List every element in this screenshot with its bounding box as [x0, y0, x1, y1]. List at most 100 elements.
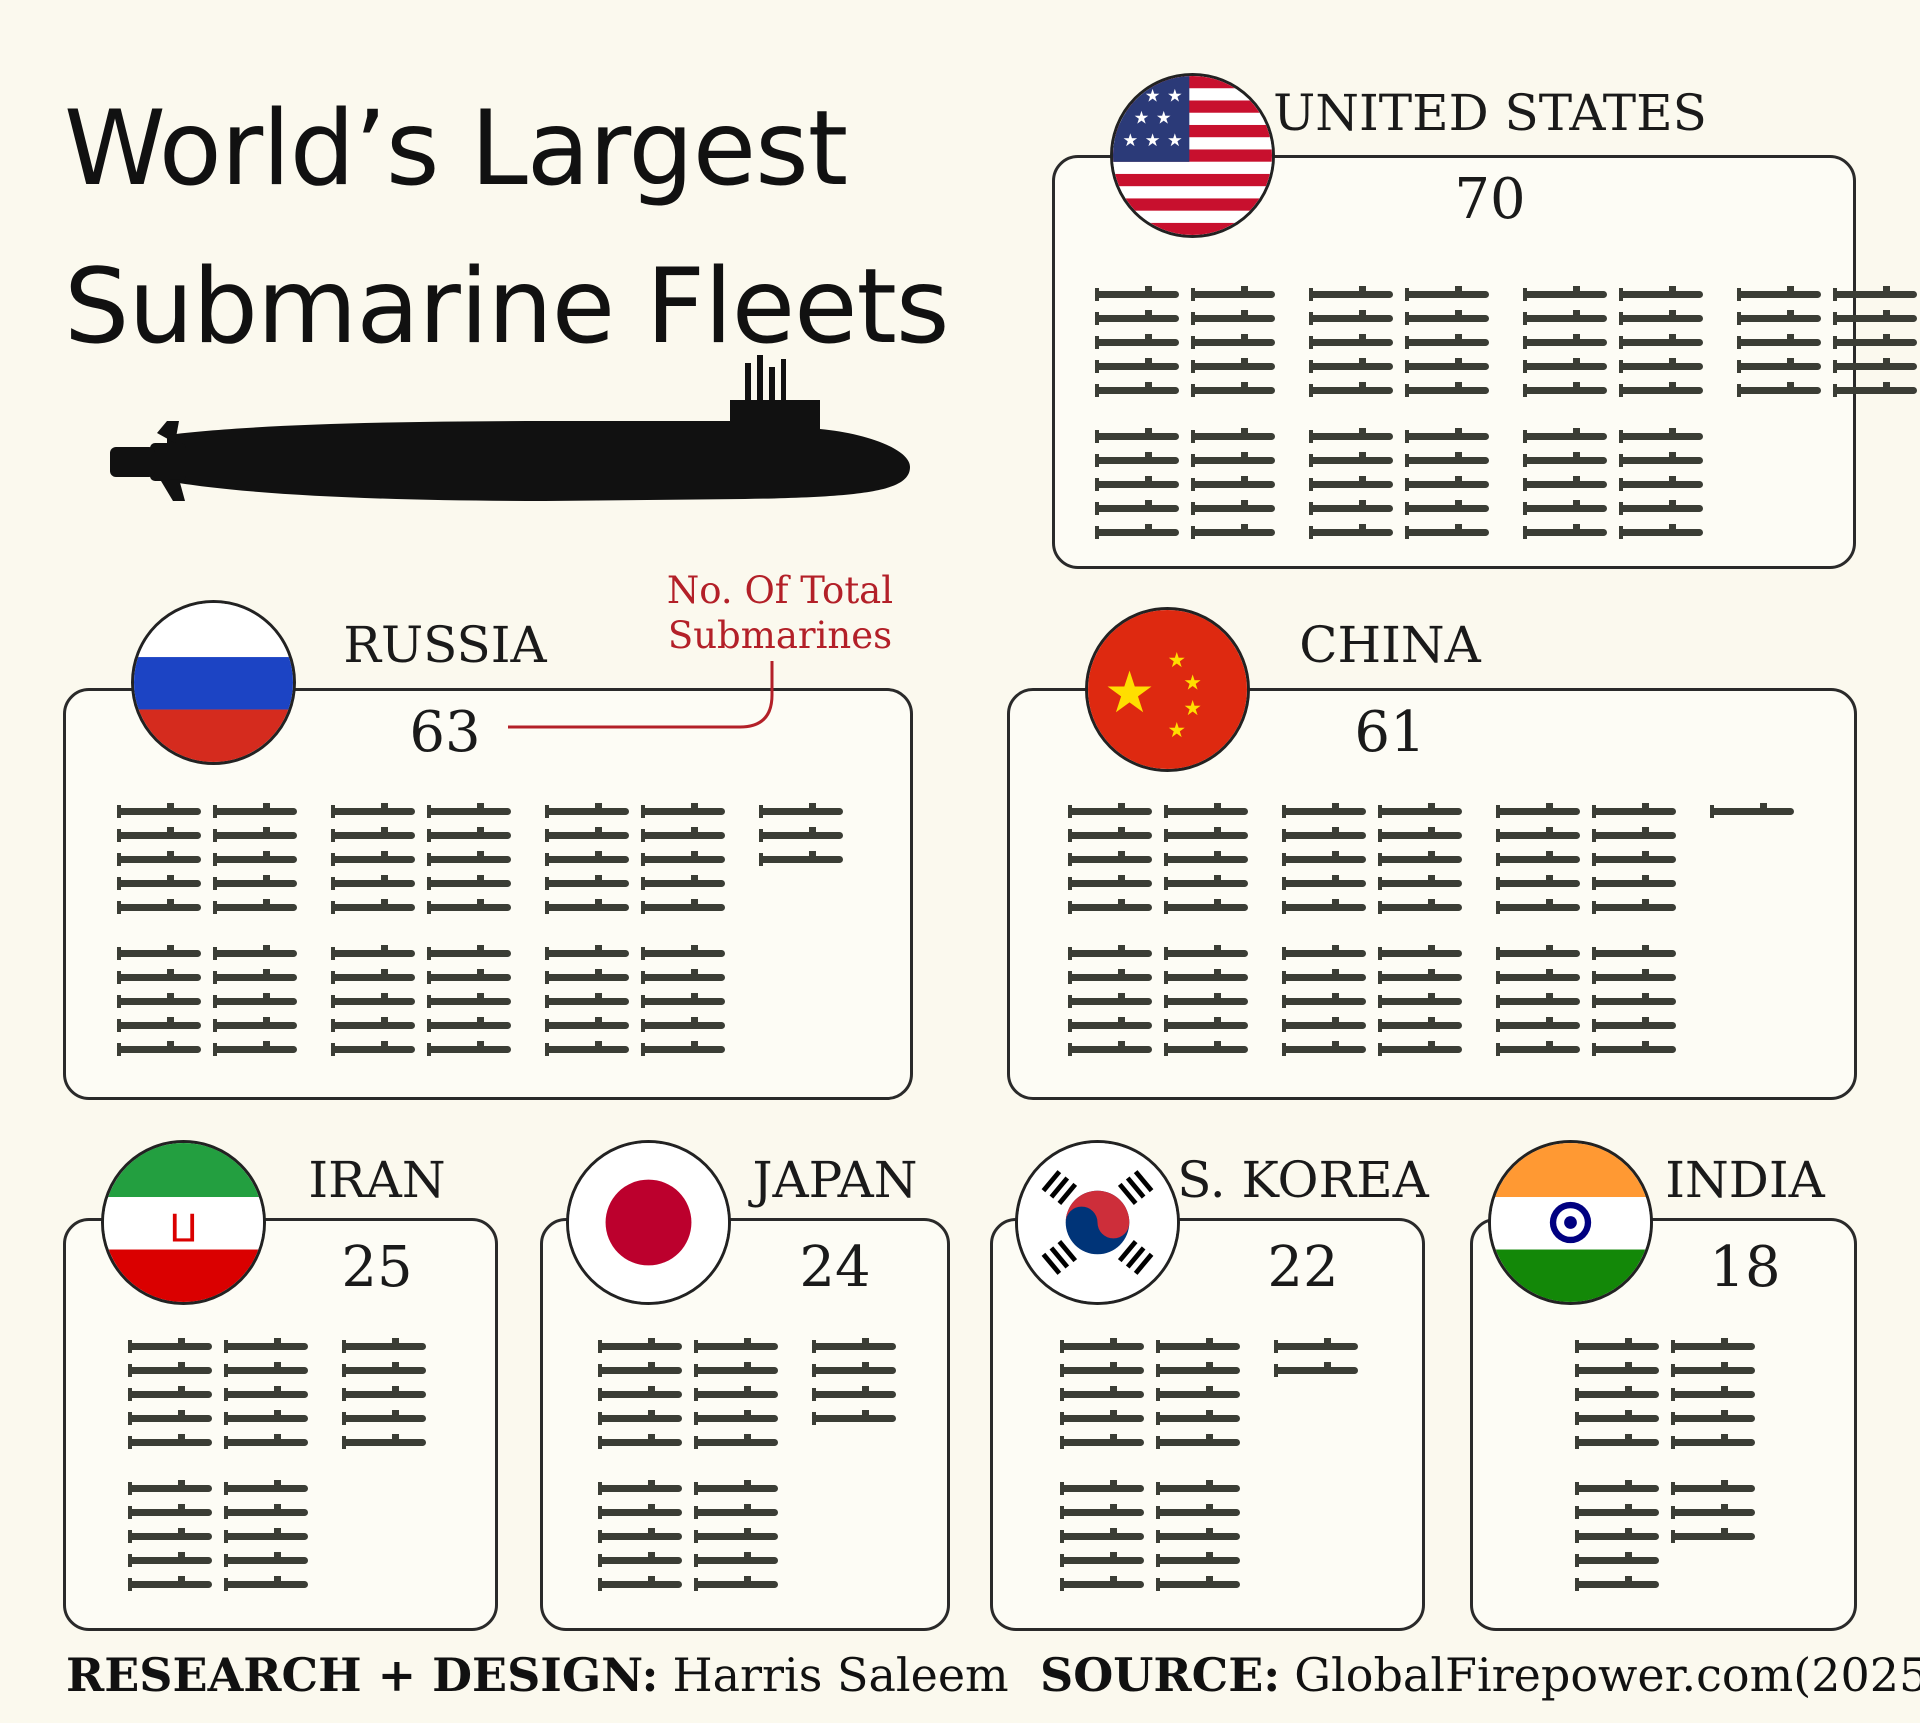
submarine-icon — [128, 1552, 212, 1567]
submarine-icon — [694, 1338, 778, 1353]
submarine-icon — [545, 803, 629, 818]
submarine-icon — [1575, 1434, 1659, 1449]
svg-text:★: ★ — [1168, 648, 1187, 672]
submarine-icon — [545, 1017, 629, 1032]
submarine-count-label: 70 — [1454, 167, 1526, 232]
submarine-icon — [331, 827, 415, 842]
submarine-icon — [641, 827, 725, 842]
svg-text:★: ★ — [1145, 131, 1161, 151]
annotation-line-1: No. Of Total — [666, 569, 894, 612]
submarine-icon — [1309, 286, 1393, 301]
submarine-icon — [1378, 899, 1462, 914]
submarine-icon — [128, 1434, 212, 1449]
submarine-icon — [1496, 993, 1580, 1008]
submarine-icon — [1592, 851, 1676, 866]
source-label: SOURCE: — [1040, 1648, 1281, 1702]
submarine-icon — [224, 1338, 308, 1353]
chart-title-line-2: Submarine Fleets — [64, 247, 949, 367]
submarine-icon — [1575, 1552, 1659, 1567]
submarine-icon — [427, 875, 511, 890]
submarine-icon — [1282, 899, 1366, 914]
submarine-icon — [117, 969, 201, 984]
submarine-icon — [1191, 524, 1275, 539]
submarine-icon — [1592, 875, 1676, 890]
submarine-icon — [1309, 452, 1393, 467]
submarine-icon — [1378, 875, 1462, 890]
country-name-label: S. KOREA — [1177, 1151, 1429, 1209]
svg-text:★: ★ — [1145, 86, 1161, 106]
submarine-icon — [331, 993, 415, 1008]
submarine-icon — [1575, 1338, 1659, 1353]
submarine-icon — [1710, 803, 1794, 818]
submarine-icon — [331, 899, 415, 914]
submarine-icon — [1592, 945, 1676, 960]
submarine-icon — [1405, 476, 1489, 491]
submarine-icon — [1309, 358, 1393, 373]
submarine-icon — [641, 875, 725, 890]
svg-text:★: ★ — [1134, 109, 1150, 129]
submarine-icon — [641, 899, 725, 914]
submarine-icon — [213, 851, 297, 866]
submarine-icon — [1592, 969, 1676, 984]
submarine-icon — [1405, 524, 1489, 539]
chart-title: World’s Largest Submarine Fleets — [64, 70, 949, 386]
submarine-icon — [1496, 1017, 1580, 1032]
submarine-icon — [598, 1480, 682, 1495]
submarine-icon — [1523, 524, 1607, 539]
submarine-icon — [117, 827, 201, 842]
china-flag-icon: ★ ★ ★ ★ ★ — [1085, 607, 1250, 772]
submarine-icon — [1671, 1386, 1755, 1401]
submarine-icon — [1309, 500, 1393, 515]
submarine-icon — [812, 1338, 896, 1353]
submarine-icon — [1156, 1576, 1240, 1591]
submarine-icon — [759, 851, 843, 866]
submarine-icon — [1095, 310, 1179, 325]
submarine-icon — [427, 827, 511, 842]
submarine-icon — [598, 1528, 682, 1543]
submarine-icon — [1282, 851, 1366, 866]
submarine-icon — [1405, 500, 1489, 515]
submarine-icon — [694, 1362, 778, 1377]
submarine-icon — [1309, 476, 1393, 491]
submarine-icon — [1156, 1480, 1240, 1495]
submarine-icon — [1191, 500, 1275, 515]
submarine-icon — [1619, 286, 1703, 301]
submarine-icon — [1833, 334, 1917, 349]
submarine-icon — [1592, 899, 1676, 914]
submarine-icon — [1309, 382, 1393, 397]
submarine-icon — [1068, 899, 1152, 914]
count-annotation: No. Of Total Submarines — [660, 568, 900, 658]
submarine-icon — [598, 1362, 682, 1377]
submarine-icon — [1833, 286, 1917, 301]
submarine-count-label: 22 — [1267, 1235, 1339, 1300]
submarine-icon — [1060, 1338, 1144, 1353]
submarine-icon — [1619, 524, 1703, 539]
submarine-icon — [1405, 310, 1489, 325]
submarine-icon — [1191, 358, 1275, 373]
submarine-icon — [1095, 452, 1179, 467]
svg-text:★: ★ — [1168, 718, 1187, 742]
submarine-icon — [1523, 310, 1607, 325]
submarine-icon — [1592, 803, 1676, 818]
submarine-icon — [117, 1017, 201, 1032]
submarine-icon — [1156, 1528, 1240, 1543]
submarine-icon — [1282, 803, 1366, 818]
submarine-icon — [1523, 452, 1607, 467]
submarine-icon — [1164, 827, 1248, 842]
submarine-icon — [1619, 358, 1703, 373]
submarine-icon — [641, 1041, 725, 1056]
submarine-icon — [1619, 500, 1703, 515]
submarine-icon — [641, 803, 725, 818]
submarine-icon — [1833, 358, 1917, 373]
submarine-icon — [331, 803, 415, 818]
svg-text:★: ★ — [1183, 671, 1202, 695]
submarine-icon — [1737, 334, 1821, 349]
submarine-icon — [1156, 1386, 1240, 1401]
submarine-icon — [1496, 945, 1580, 960]
submarine-icon — [1737, 382, 1821, 397]
submarine-icon — [641, 993, 725, 1008]
credit-line: RESEARCH + DESIGN: Harris Saleem — [66, 1652, 1009, 1698]
submarine-icon — [1405, 452, 1489, 467]
india-flag-icon — [1488, 1140, 1653, 1305]
submarine-icon — [342, 1434, 426, 1449]
